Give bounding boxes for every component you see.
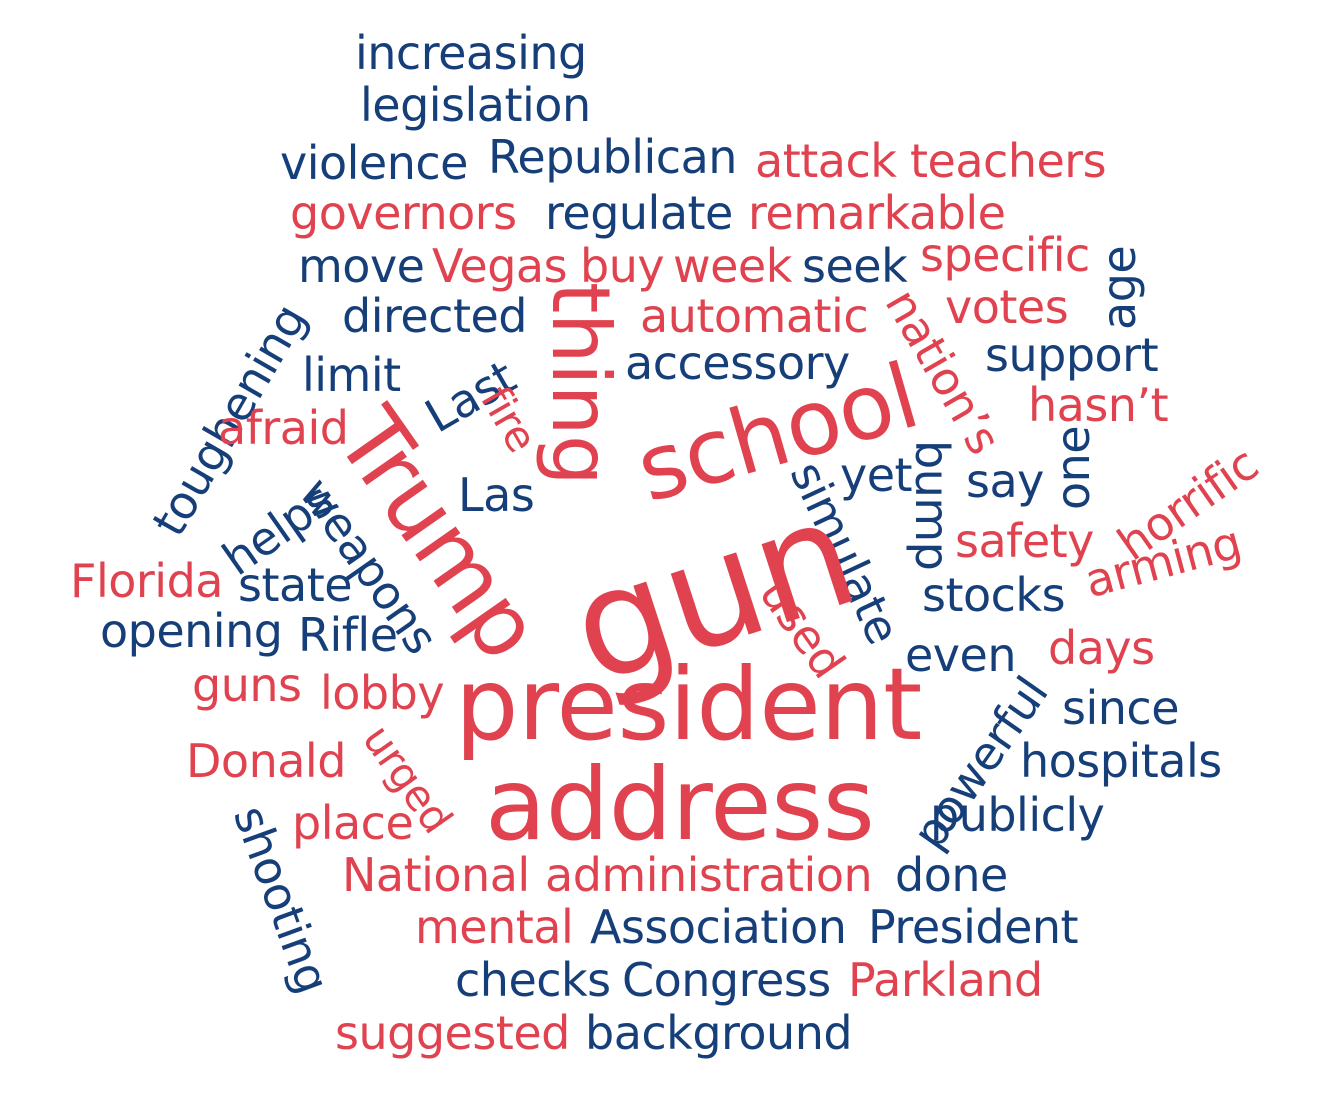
word-votes: votes [945,280,1069,334]
word-state: state [238,558,353,612]
word-done: done [895,848,1008,902]
word-automatic: automatic [640,289,869,343]
word-republican: Republican [488,130,737,184]
word-move: move [298,239,425,293]
word-afraid: afraid [218,401,349,455]
word-place: place [292,796,414,850]
word-association: Association [590,900,847,954]
word-checks: checks [455,953,611,1007]
word-thing: thing [534,282,627,486]
word-accessory: accessory [625,336,850,390]
word-publicly: publicly [930,788,1105,842]
word-increasing: increasing [355,26,587,80]
word-bump: bump [905,440,959,571]
word-national: National [342,848,530,902]
word-attack: attack [755,134,897,188]
word-since: since [1062,681,1180,735]
word-teachers: teachers [910,134,1107,188]
word-mental: mental [415,900,574,954]
word-specific: specific [920,228,1090,282]
word-violence: violence [280,136,468,190]
word-vegas: Vegas [432,239,568,293]
word-even: even [905,628,1016,682]
word-regulate: regulate [545,186,733,240]
word-lobby: lobby [320,666,445,720]
word-directed: directed [342,289,528,343]
word-congress: Congress [622,953,831,1007]
word-president: president [455,646,922,763]
word-week: week [673,239,792,293]
word-seek: seek [802,239,908,293]
word-support: support [985,328,1159,382]
word-address: address [485,746,875,863]
word-background: background [585,1006,853,1060]
word-suggested: suggested [335,1006,570,1060]
word-remarkable: remarkable [748,186,1006,240]
word-yet: yet [840,448,913,502]
word-opening: opening [100,604,283,658]
word-stocks: stocks [922,568,1066,622]
word-florida: Florida [70,554,223,608]
word-donald: Donald [186,734,346,788]
word-administration: administration [545,848,873,902]
word-age: age [1092,245,1146,330]
word-parkland: Parkland [848,953,1043,1007]
word-limit: limit [302,348,401,402]
word-buy: buy [580,239,665,293]
word-las: Las [458,468,535,522]
word-hospitals: hospitals [1020,734,1222,788]
word-days: days [1048,621,1155,675]
word-governors: governors [290,186,517,240]
word-safety: safety [955,514,1094,568]
word-legislation: legislation [360,78,591,132]
word-president-2: President [868,900,1079,954]
word-one: one [1046,425,1100,510]
word-hasnt: hasn’t [1028,378,1169,432]
word-rifle: Rifle [298,608,398,662]
word-say: say [966,454,1044,508]
word-guns: guns [192,658,302,712]
